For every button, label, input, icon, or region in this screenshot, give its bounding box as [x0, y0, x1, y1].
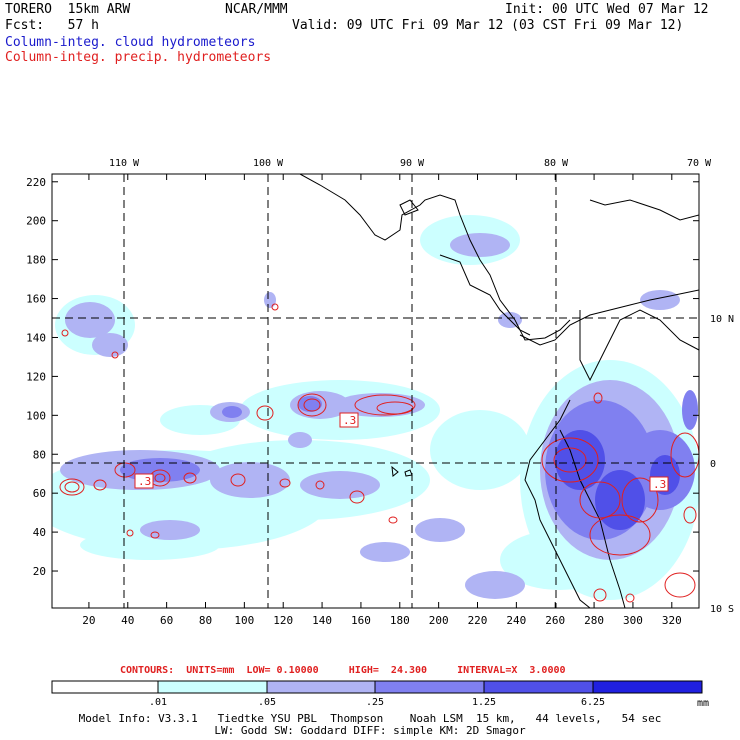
field-title-precip: Column-integ. precip. hydrometeors [5, 50, 272, 65]
longitude-label: 110 W [109, 158, 140, 169]
longitude-label: 80 W [544, 158, 569, 169]
colorbar-label: .01 [149, 697, 167, 708]
longitude-labels: 110 W 100 W 90 W 80 W 70 W [109, 158, 712, 169]
x-tick-label: 100 [234, 614, 254, 627]
x-tick-label: 60 [160, 614, 173, 627]
colorbar-label: .05 [258, 697, 276, 708]
colorbar-unit: mm [697, 698, 709, 709]
contour-label-b: .3 [343, 414, 356, 427]
y-tick-label: 140 [26, 331, 46, 344]
longitude-label: 100 W [253, 158, 284, 169]
colorbar-label: .25 [366, 697, 384, 708]
y-tick-label: 100 [26, 409, 46, 422]
y-tick-label: 120 [26, 370, 46, 383]
x-axis: 20 40 60 80 100 120 140 160 180 200 220 240 260 280 30… [82, 174, 682, 627]
x-tick-label: 80 [199, 614, 212, 627]
colorbar-labels: .01 .05 .25 1.25 6.25 [149, 697, 605, 708]
organization: NCAR/MMM [225, 2, 288, 17]
contour-label-a: .3 [138, 475, 151, 488]
forecast-hour: Fcst: 57 h [5, 18, 99, 33]
y-tick-label: 60 [33, 487, 46, 500]
model-name: TORERO 15km ARW [5, 2, 131, 17]
x-tick-label: 20 [82, 614, 95, 627]
colorbar [51, 680, 703, 694]
x-tick-label: 120 [273, 614, 293, 627]
y-tick-label: 80 [33, 448, 46, 461]
longitude-label: 70 W [687, 158, 712, 169]
y-axis: 20 40 60 80 100 120 140 160 180 200 220 [26, 176, 699, 578]
x-tick-label: 160 [351, 614, 371, 627]
y-tick-label: 180 [26, 254, 46, 267]
y-tick-label: 220 [26, 176, 46, 189]
colorbar-bin-1 [157, 680, 268, 694]
model-info-line1: Model Info: V3.3.1 Tiedtke YSU PBL Thomp… [78, 712, 662, 725]
x-tick-label: 180 [390, 614, 410, 627]
latitude-label: 0 [710, 459, 716, 470]
cloud-shading [52, 215, 699, 600]
longitude-label: 90 W [400, 158, 425, 169]
contour-label-c: .3 [653, 478, 666, 491]
latitude-label: 10 N [710, 314, 734, 325]
latitude-label: 10 S [710, 604, 734, 615]
x-tick-label: 280 [584, 614, 604, 627]
y-tick-label: 200 [26, 215, 46, 228]
precip-contours [59, 303, 699, 603]
colorbar-bin-4 [483, 680, 594, 694]
y-tick-label: 160 [26, 293, 46, 306]
x-tick-label: 220 [468, 614, 488, 627]
y-tick-label: 40 [33, 526, 46, 539]
colorbar-bin-0 [51, 680, 159, 694]
x-tick-label: 200 [429, 614, 449, 627]
x-tick-label: 40 [121, 614, 134, 627]
contours-info: CONTOURS: UNITS=mm LOW= 0.10000 HIGH= 24… [120, 665, 566, 676]
y-tick-label: 20 [33, 565, 46, 578]
colorbar-bin-2 [266, 680, 376, 694]
latitude-labels: 10 N 0 10 S [710, 314, 734, 615]
plot-frame [51, 173, 700, 609]
init-time: Init: 00 UTC Wed 07 Mar 12 [505, 2, 709, 17]
x-tick-label: 240 [506, 614, 526, 627]
x-tick-label: 140 [312, 614, 332, 627]
field-title-cloud: Column-integ. cloud hydrometeors [5, 35, 256, 50]
valid-time: Valid: 09 UTC Fri 09 Mar 12 (03 CST Fri … [292, 18, 684, 33]
contour-labels: .3 .3 .3 [134, 412, 669, 492]
x-tick-label: 300 [623, 614, 643, 627]
colorbar-bin-3 [374, 680, 485, 694]
colorbar-bin-5 [592, 680, 703, 694]
x-tick-label: 320 [662, 614, 682, 627]
colorbar-label: 1.25 [472, 697, 496, 708]
x-tick-label: 260 [545, 614, 565, 627]
model-info-line2: LW: Godd SW: Goddard DIFF: simple KM: 2D… [214, 724, 526, 737]
colorbar-label: 6.25 [581, 697, 605, 708]
latlon-grid [52, 174, 699, 608]
